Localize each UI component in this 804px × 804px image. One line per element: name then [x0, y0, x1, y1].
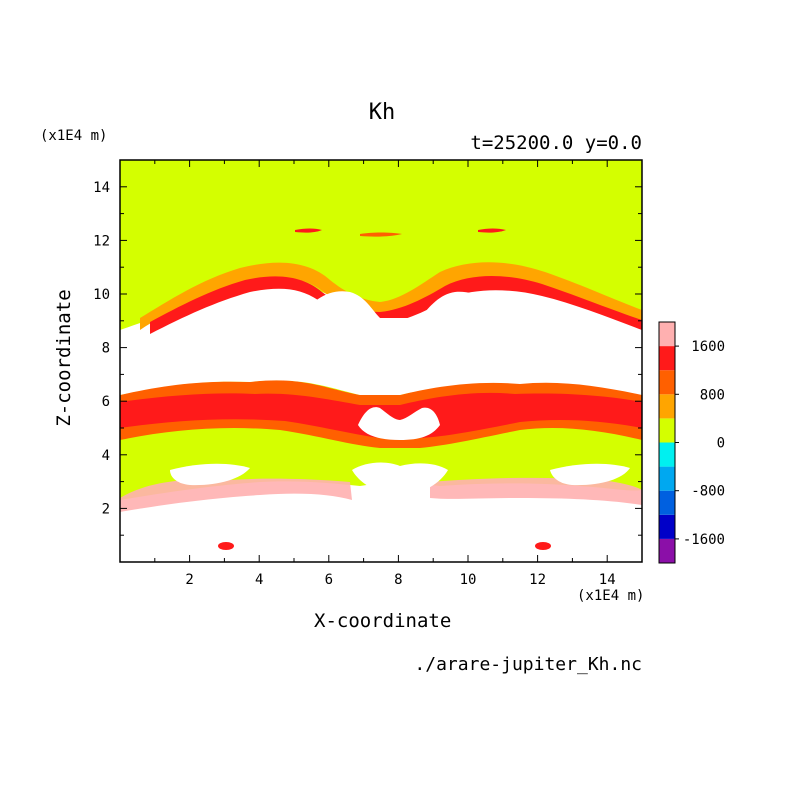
x-tick-label: 2 [185, 572, 193, 588]
colorbar-tick-label: 0 [717, 436, 725, 452]
y-tick-label: 10 [93, 287, 110, 303]
colorbar-tick-label: -800 [691, 484, 725, 500]
contour-region-high [352, 462, 448, 495]
contour-region-high [120, 481, 642, 562]
colorbar-tick-label: 1600 [691, 339, 725, 355]
colorbar: 1600 800 0 -800 -1600 [658, 321, 725, 564]
y-tick-label: 12 [93, 233, 110, 249]
contour-region-high [358, 407, 440, 440]
contour-region-mid-high [535, 542, 551, 550]
x-tick-label: 6 [325, 572, 333, 588]
kh-contour-field [120, 160, 642, 562]
colorbar-swatch [659, 490, 675, 515]
colorbar-swatch [659, 418, 675, 443]
y-tick-label: 6 [102, 394, 110, 410]
colorbar-swatch [659, 514, 675, 539]
y-axis: 2 4 6 8 10 12 14 [93, 180, 642, 536]
contour-region-high [300, 291, 505, 334]
x-tick-label: 12 [529, 572, 546, 588]
y-tick-label: 8 [102, 341, 110, 357]
contour-region-high [550, 463, 630, 486]
colorbar-swatch [659, 394, 675, 419]
colorbar-swatch [659, 466, 675, 491]
x-axis-unit: (x1E4 m) [577, 588, 645, 604]
contour-region-mid-high [150, 276, 642, 334]
chart-subtitle: t=25200.0 y=0.0 [470, 132, 642, 154]
contour-region-high [170, 463, 250, 486]
x-tick-label: 4 [255, 572, 263, 588]
colorbar-swatch [659, 370, 675, 395]
y-axis-unit: (x1E4 m) [40, 128, 108, 144]
y-tick-label: 4 [102, 448, 110, 464]
y-tick-label: 2 [102, 501, 110, 517]
contour-region-mid-high [218, 542, 234, 550]
x-axis: 2 4 6 8 10 12 14 [154, 160, 616, 588]
colorbar-swatch [659, 538, 675, 563]
chart-title: Kh [368, 100, 396, 125]
y-tick-label: 14 [93, 180, 110, 196]
contour-region-fringe [120, 478, 352, 512]
contour-region-mid-high [478, 228, 506, 233]
x-tick-label: 8 [394, 572, 402, 588]
x-axis-label: X-coordinate [314, 610, 452, 632]
contour-region-high [120, 281, 642, 395]
contour-region-mid-high [295, 228, 322, 233]
colorbar-swatch [659, 442, 675, 467]
x-tick-label: 10 [460, 572, 477, 588]
x-tick-label: 14 [599, 572, 616, 588]
contour-region-mid [360, 232, 402, 237]
colorbar-swatch [659, 322, 675, 347]
colorbar-tick-label: -1600 [683, 532, 725, 548]
plot-frame [119, 159, 643, 563]
colorbar-tick-label: 800 [700, 387, 725, 403]
source-file-label: ./arare-jupiter_Kh.nc [414, 654, 642, 675]
colorbar-swatch [659, 346, 675, 371]
